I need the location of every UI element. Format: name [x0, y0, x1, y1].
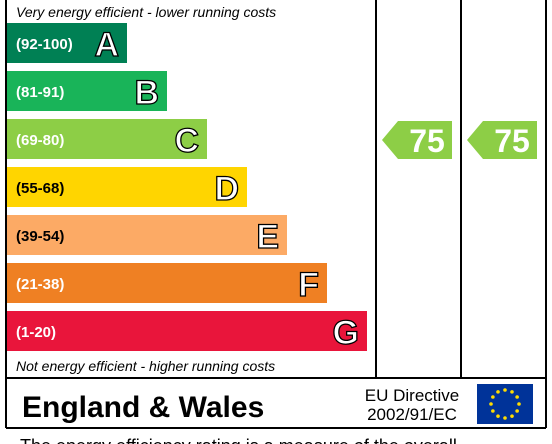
rating-arrow: [382, 121, 452, 159]
band-range: (92-100): [16, 36, 73, 53]
band-letter: E: [256, 218, 279, 256]
star: [496, 414, 500, 418]
band-bar: [7, 71, 167, 111]
band-bar: [7, 215, 287, 255]
star: [503, 416, 507, 420]
star: [515, 395, 519, 399]
band-letter: B: [134, 74, 159, 112]
band-range: (55-68): [16, 180, 64, 197]
band-letter: C: [174, 122, 199, 160]
rating-arrow: [467, 121, 537, 159]
rating-value: 75: [409, 123, 445, 159]
directive: EU Directive: [365, 386, 459, 405]
band-range: (81-91): [16, 84, 64, 101]
band-range: (21-38): [16, 276, 64, 293]
star: [503, 388, 507, 392]
directive: 2002/91/EC: [367, 405, 457, 424]
band-bar: [7, 311, 367, 351]
band-bar: [7, 167, 247, 207]
band-letter: G: [333, 314, 359, 352]
star: [489, 402, 493, 406]
band-range: (1-20): [16, 324, 56, 341]
band-range: (69-80): [16, 132, 64, 149]
star: [515, 409, 519, 413]
band-bar: [7, 23, 127, 63]
top-note: Very energy efficient - lower running co…: [16, 4, 276, 20]
region: England & Wales: [22, 391, 264, 424]
band-letter: D: [214, 170, 239, 208]
star: [491, 409, 495, 413]
star: [496, 390, 500, 394]
bottom-note: Not energy efficient - higher running co…: [16, 358, 275, 374]
star: [491, 395, 495, 399]
eu-flag: [477, 384, 533, 424]
band-bar: [7, 263, 327, 303]
band-bar: [7, 119, 207, 159]
caption: The energy efficiency rating is a measur…: [20, 436, 457, 444]
band-letter: F: [298, 266, 319, 304]
star: [510, 414, 514, 418]
rating-value: 75: [494, 123, 530, 159]
star: [510, 390, 514, 394]
band-letter: A: [94, 26, 119, 64]
band-range: (39-54): [16, 228, 64, 245]
star: [517, 402, 521, 406]
